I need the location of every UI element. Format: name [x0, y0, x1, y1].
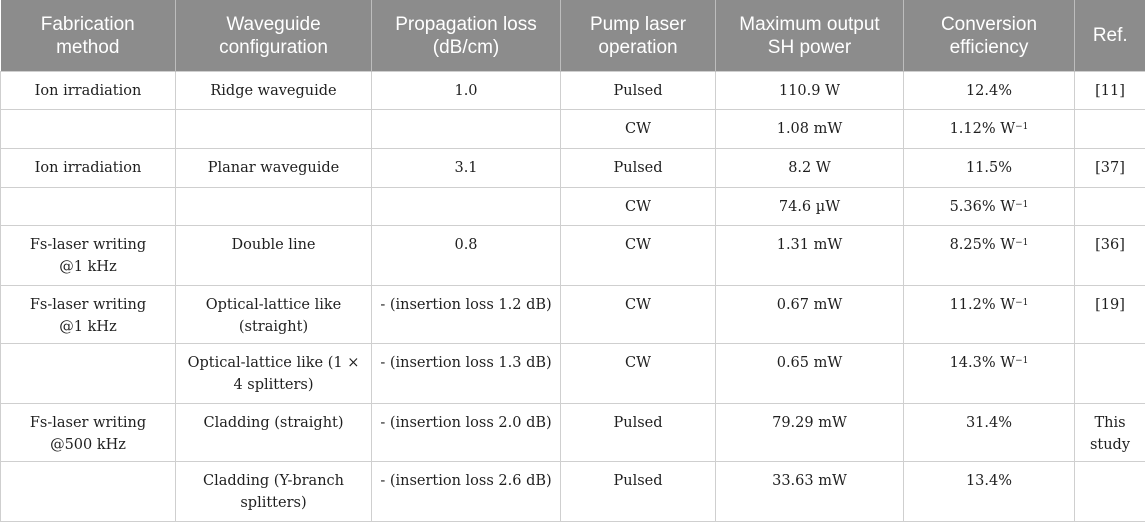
- cell-ref: [1075, 462, 1145, 522]
- cell-efficiency: 1.12% W−1: [904, 110, 1075, 149]
- cell-efficiency: 5.36% W−1: [904, 188, 1075, 226]
- cell-power: 0.65 mW: [716, 344, 904, 404]
- cell-pump: CW: [561, 286, 716, 344]
- cell-ref: [19]: [1075, 286, 1145, 344]
- cell-method: Ion irradiation: [1, 72, 176, 110]
- cell-method: [1, 110, 176, 149]
- cell-method: Ion irradiation: [1, 149, 176, 188]
- cell-ref: [11]: [1075, 72, 1145, 110]
- cell-config: Planar waveguide: [176, 149, 372, 188]
- cell-pump: Pulsed: [561, 149, 716, 188]
- cell-power: 0.67 mW: [716, 286, 904, 344]
- table-row: Ion irradiation Ridge waveguide 1.0 Puls…: [1, 72, 1145, 110]
- cell-pump: CW: [561, 226, 716, 286]
- cell-method: Fs-laser writing@1 kHz: [1, 286, 176, 344]
- cell-power: 110.9 W: [716, 72, 904, 110]
- cell-loss: [372, 110, 561, 149]
- cell-method: [1, 344, 176, 404]
- cell-ref: [1075, 344, 1145, 404]
- cell-ref: [1075, 188, 1145, 226]
- cell-pump: CW: [561, 344, 716, 404]
- cell-pump: CW: [561, 188, 716, 226]
- cell-loss: - (insertion loss 1.3 dB): [372, 344, 561, 404]
- table-row: Optical-lattice like (1 ×4 splitters) - …: [1, 344, 1145, 404]
- table-row: Fs-laser writing@1 kHz Double line 0.8 C…: [1, 226, 1145, 286]
- cell-config: [176, 110, 372, 149]
- cell-loss: - (insertion loss 1.2 dB): [372, 286, 561, 344]
- header-ref: Ref.: [1075, 0, 1145, 72]
- cell-pump: Pulsed: [561, 404, 716, 462]
- table-row: Ion irradiation Planar waveguide 3.1 Pul…: [1, 149, 1145, 188]
- cell-method: Fs-laser writing@500 kHz: [1, 404, 176, 462]
- cell-efficiency: 14.3% W−1: [904, 344, 1075, 404]
- cell-config: Double line: [176, 226, 372, 286]
- cell-ref: [1075, 110, 1145, 149]
- cell-loss: [372, 188, 561, 226]
- cell-loss: 3.1: [372, 149, 561, 188]
- cell-loss: - (insertion loss 2.6 dB): [372, 462, 561, 522]
- cell-method: Fs-laser writing@1 kHz: [1, 226, 176, 286]
- cell-power: 8.2 W: [716, 149, 904, 188]
- cell-config: Cladding (straight): [176, 404, 372, 462]
- cell-loss: 0.8: [372, 226, 561, 286]
- table-row: CW 1.08 mW 1.12% W−1: [1, 110, 1145, 149]
- cell-config: Ridge waveguide: [176, 72, 372, 110]
- cell-efficiency: 13.4%: [904, 462, 1075, 522]
- cell-pump: CW: [561, 110, 716, 149]
- cell-pump: Pulsed: [561, 462, 716, 522]
- cell-method: [1, 188, 176, 226]
- cell-efficiency: 8.25% W−1: [904, 226, 1075, 286]
- cell-efficiency: 11.5%: [904, 149, 1075, 188]
- header-propagation-loss: Propagation loss(dB/cm): [372, 0, 561, 72]
- table-row: Fs-laser writing@500 kHz Cladding (strai…: [1, 404, 1145, 462]
- cell-ref: [37]: [1075, 149, 1145, 188]
- cell-loss: - (insertion loss 2.0 dB): [372, 404, 561, 462]
- cell-efficiency: 31.4%: [904, 404, 1075, 462]
- cell-config: Optical-lattice like (1 ×4 splitters): [176, 344, 372, 404]
- table-row: CW 74.6 µW 5.36% W−1: [1, 188, 1145, 226]
- cell-config: Optical-lattice like(straight): [176, 286, 372, 344]
- cell-power: 74.6 µW: [716, 188, 904, 226]
- cell-power: 1.31 mW: [716, 226, 904, 286]
- cell-ref: [36]: [1075, 226, 1145, 286]
- table-row: Fs-laser writing@1 kHz Optical-lattice l…: [1, 286, 1145, 344]
- cell-efficiency: 12.4%: [904, 72, 1075, 110]
- cell-power: 79.29 mW: [716, 404, 904, 462]
- cell-pump: Pulsed: [561, 72, 716, 110]
- cell-power: 1.08 mW: [716, 110, 904, 149]
- cell-efficiency: 11.2% W−1: [904, 286, 1075, 344]
- cell-method: [1, 462, 176, 522]
- cell-loss: 1.0: [372, 72, 561, 110]
- cell-power: 33.63 mW: [716, 462, 904, 522]
- cell-config: [176, 188, 372, 226]
